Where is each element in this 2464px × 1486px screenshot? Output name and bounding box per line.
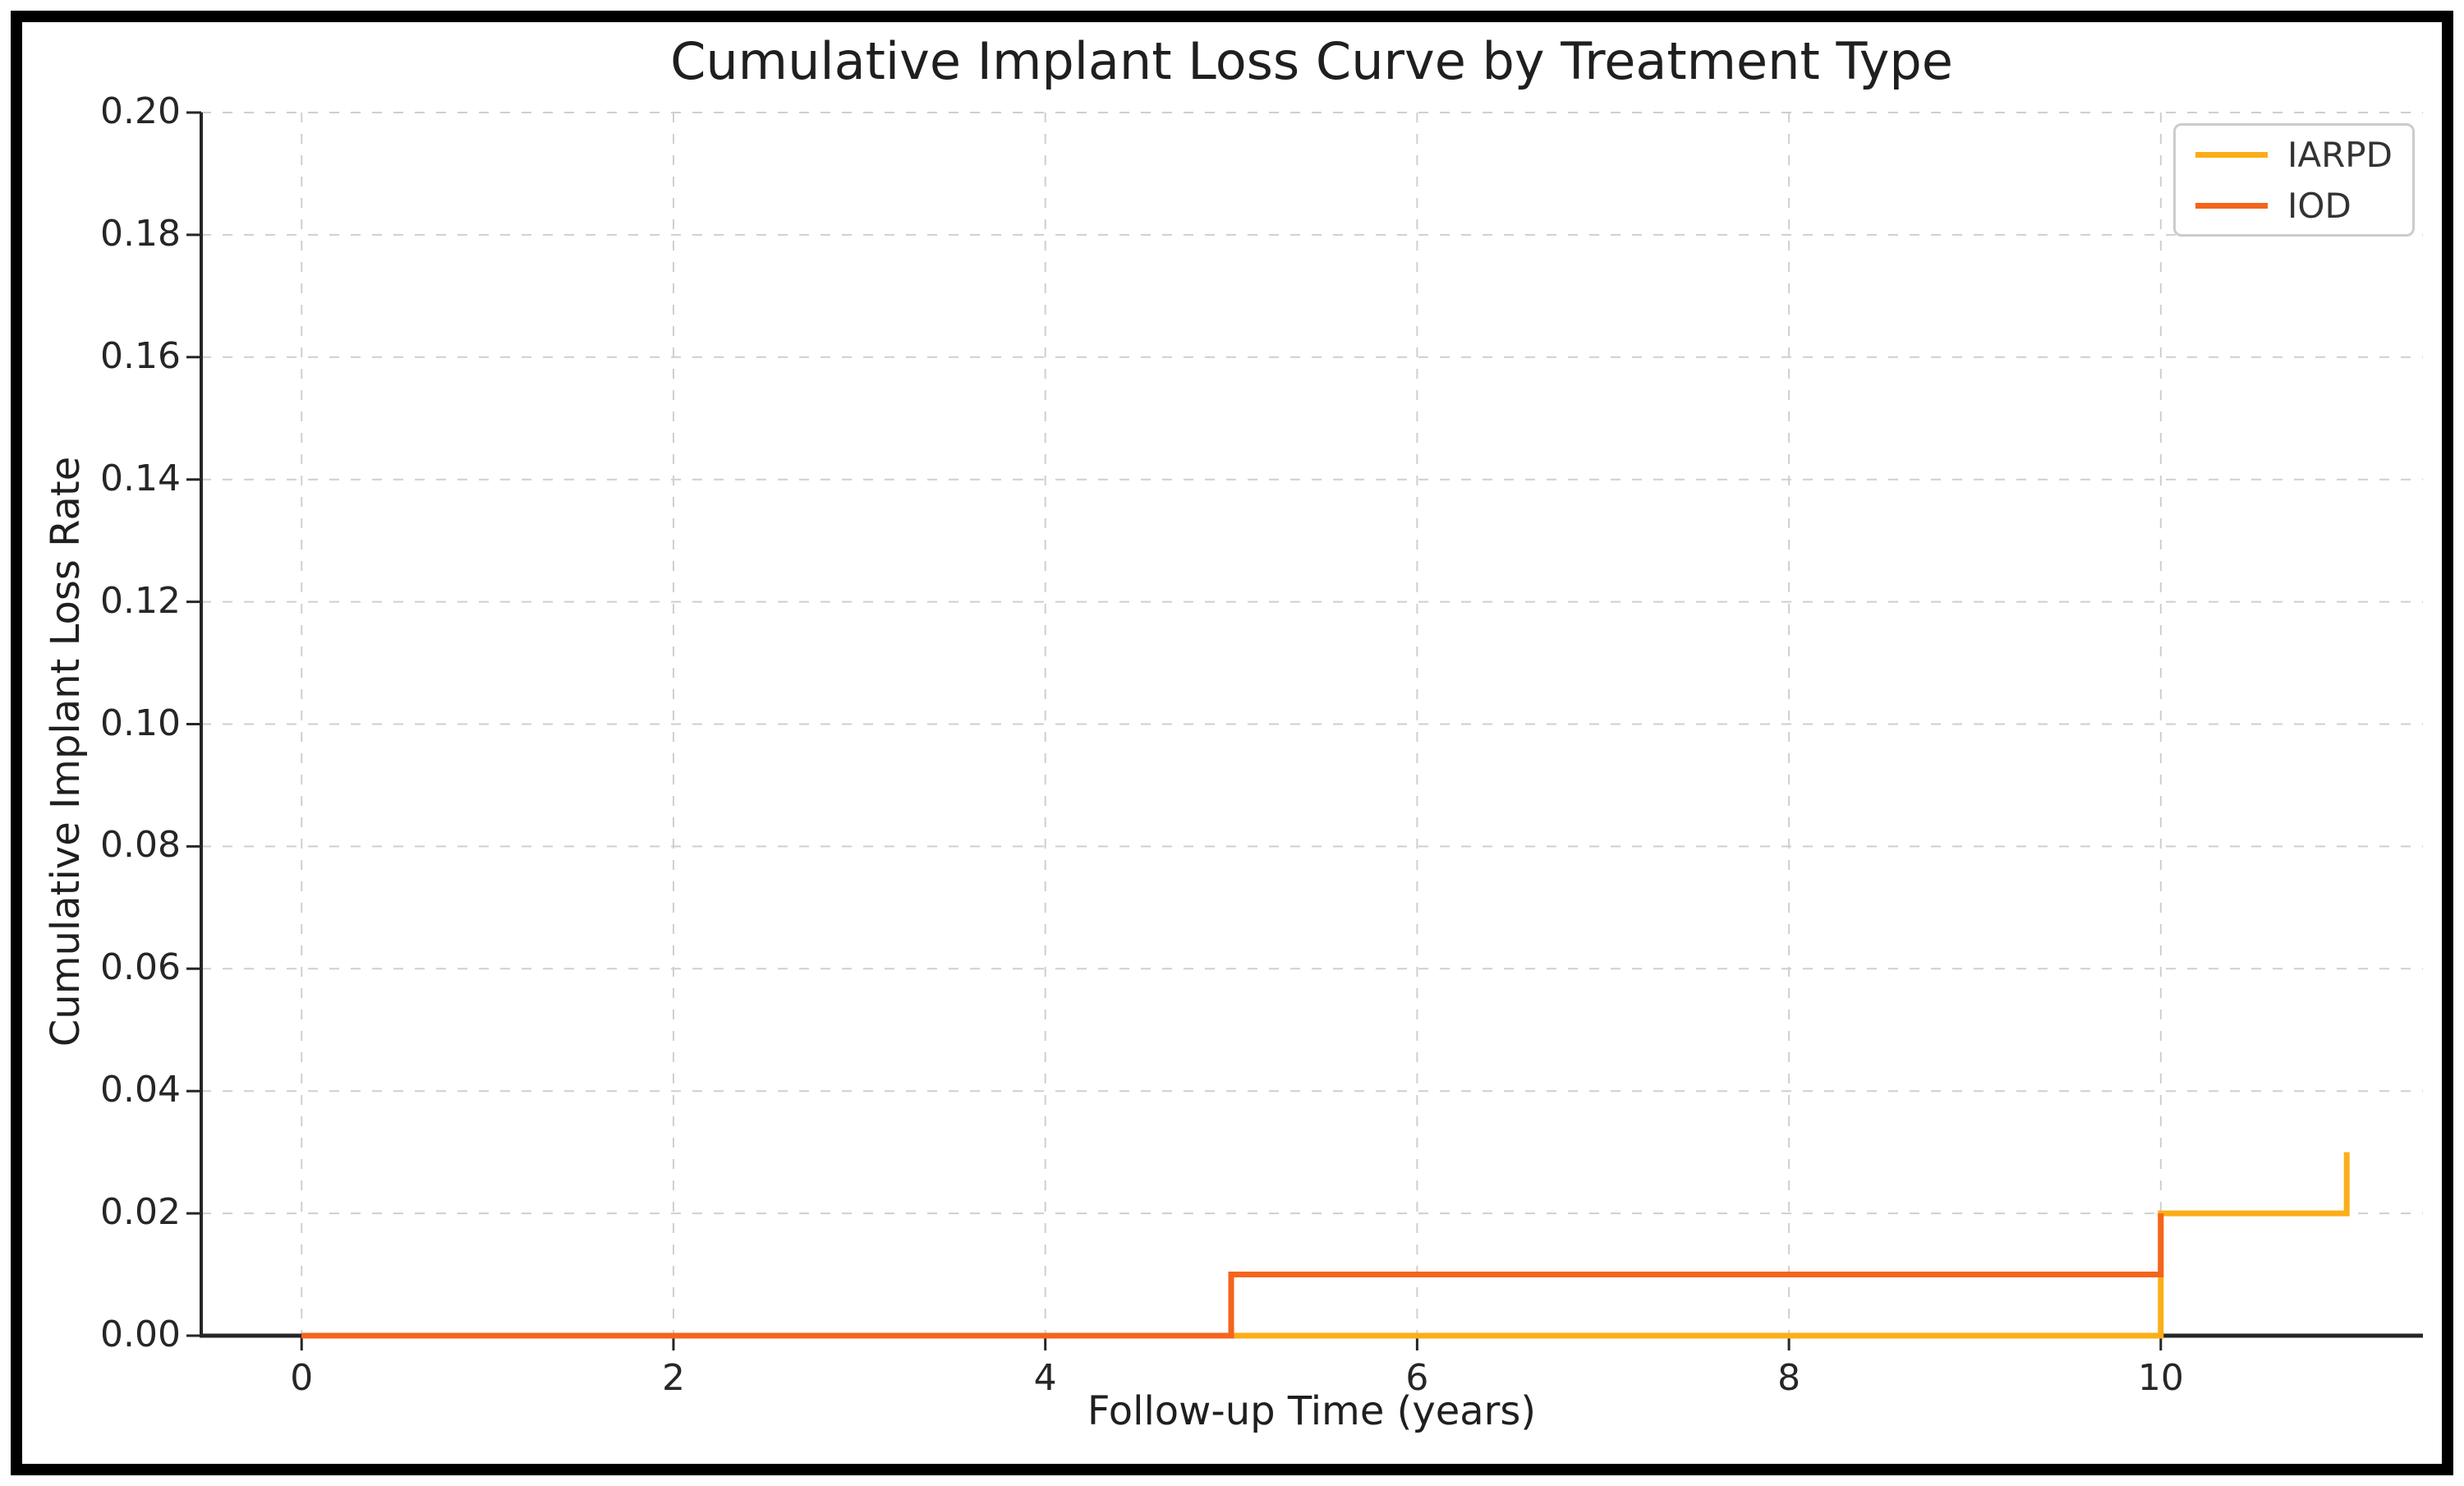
- y-tick-label: 0.08: [100, 824, 181, 867]
- y-tick-label: 0.00: [100, 1313, 181, 1355]
- x-tick-label: 2: [661, 1357, 685, 1399]
- x-tick-label: 8: [1777, 1357, 1801, 1399]
- x-tick-label: 0: [290, 1357, 314, 1399]
- x-tick-label: 10: [2137, 1357, 2184, 1399]
- y-tick-label: 0.04: [100, 1069, 181, 1111]
- legend-label: IOD: [2287, 185, 2351, 226]
- y-tick-label: 0.18: [100, 212, 181, 255]
- legend-entry-iarpd: IARPD: [2195, 134, 2393, 175]
- y-tick-label: 0.06: [100, 946, 181, 989]
- y-tick-label: 0.16: [100, 334, 181, 377]
- series-line-iarpd: [301, 1152, 2350, 1339]
- y-tick-label: 0.10: [100, 702, 181, 744]
- legend-label: IARPD: [2287, 134, 2393, 175]
- y-tick-label: 0.14: [100, 457, 181, 499]
- y-tick-label: 0.12: [100, 579, 181, 622]
- legend-entry-iod: IOD: [2195, 185, 2393, 226]
- legend-box: IARPD IOD: [2173, 123, 2415, 237]
- legend-line-swatch: [2195, 151, 2268, 158]
- y-tick-label: 0.02: [100, 1191, 181, 1234]
- y-tick-label: 0.20: [100, 90, 181, 132]
- x-axis-label: Follow-up Time (years): [1087, 1388, 1537, 1434]
- chart-title: Cumulative Implant Loss Curve by Treatme…: [670, 31, 1953, 91]
- legend-line-swatch: [2195, 202, 2268, 209]
- x-tick-label: 6: [1405, 1357, 1429, 1399]
- x-tick-label: 4: [1033, 1357, 1057, 1399]
- series-line-iod: [301, 1213, 2164, 1339]
